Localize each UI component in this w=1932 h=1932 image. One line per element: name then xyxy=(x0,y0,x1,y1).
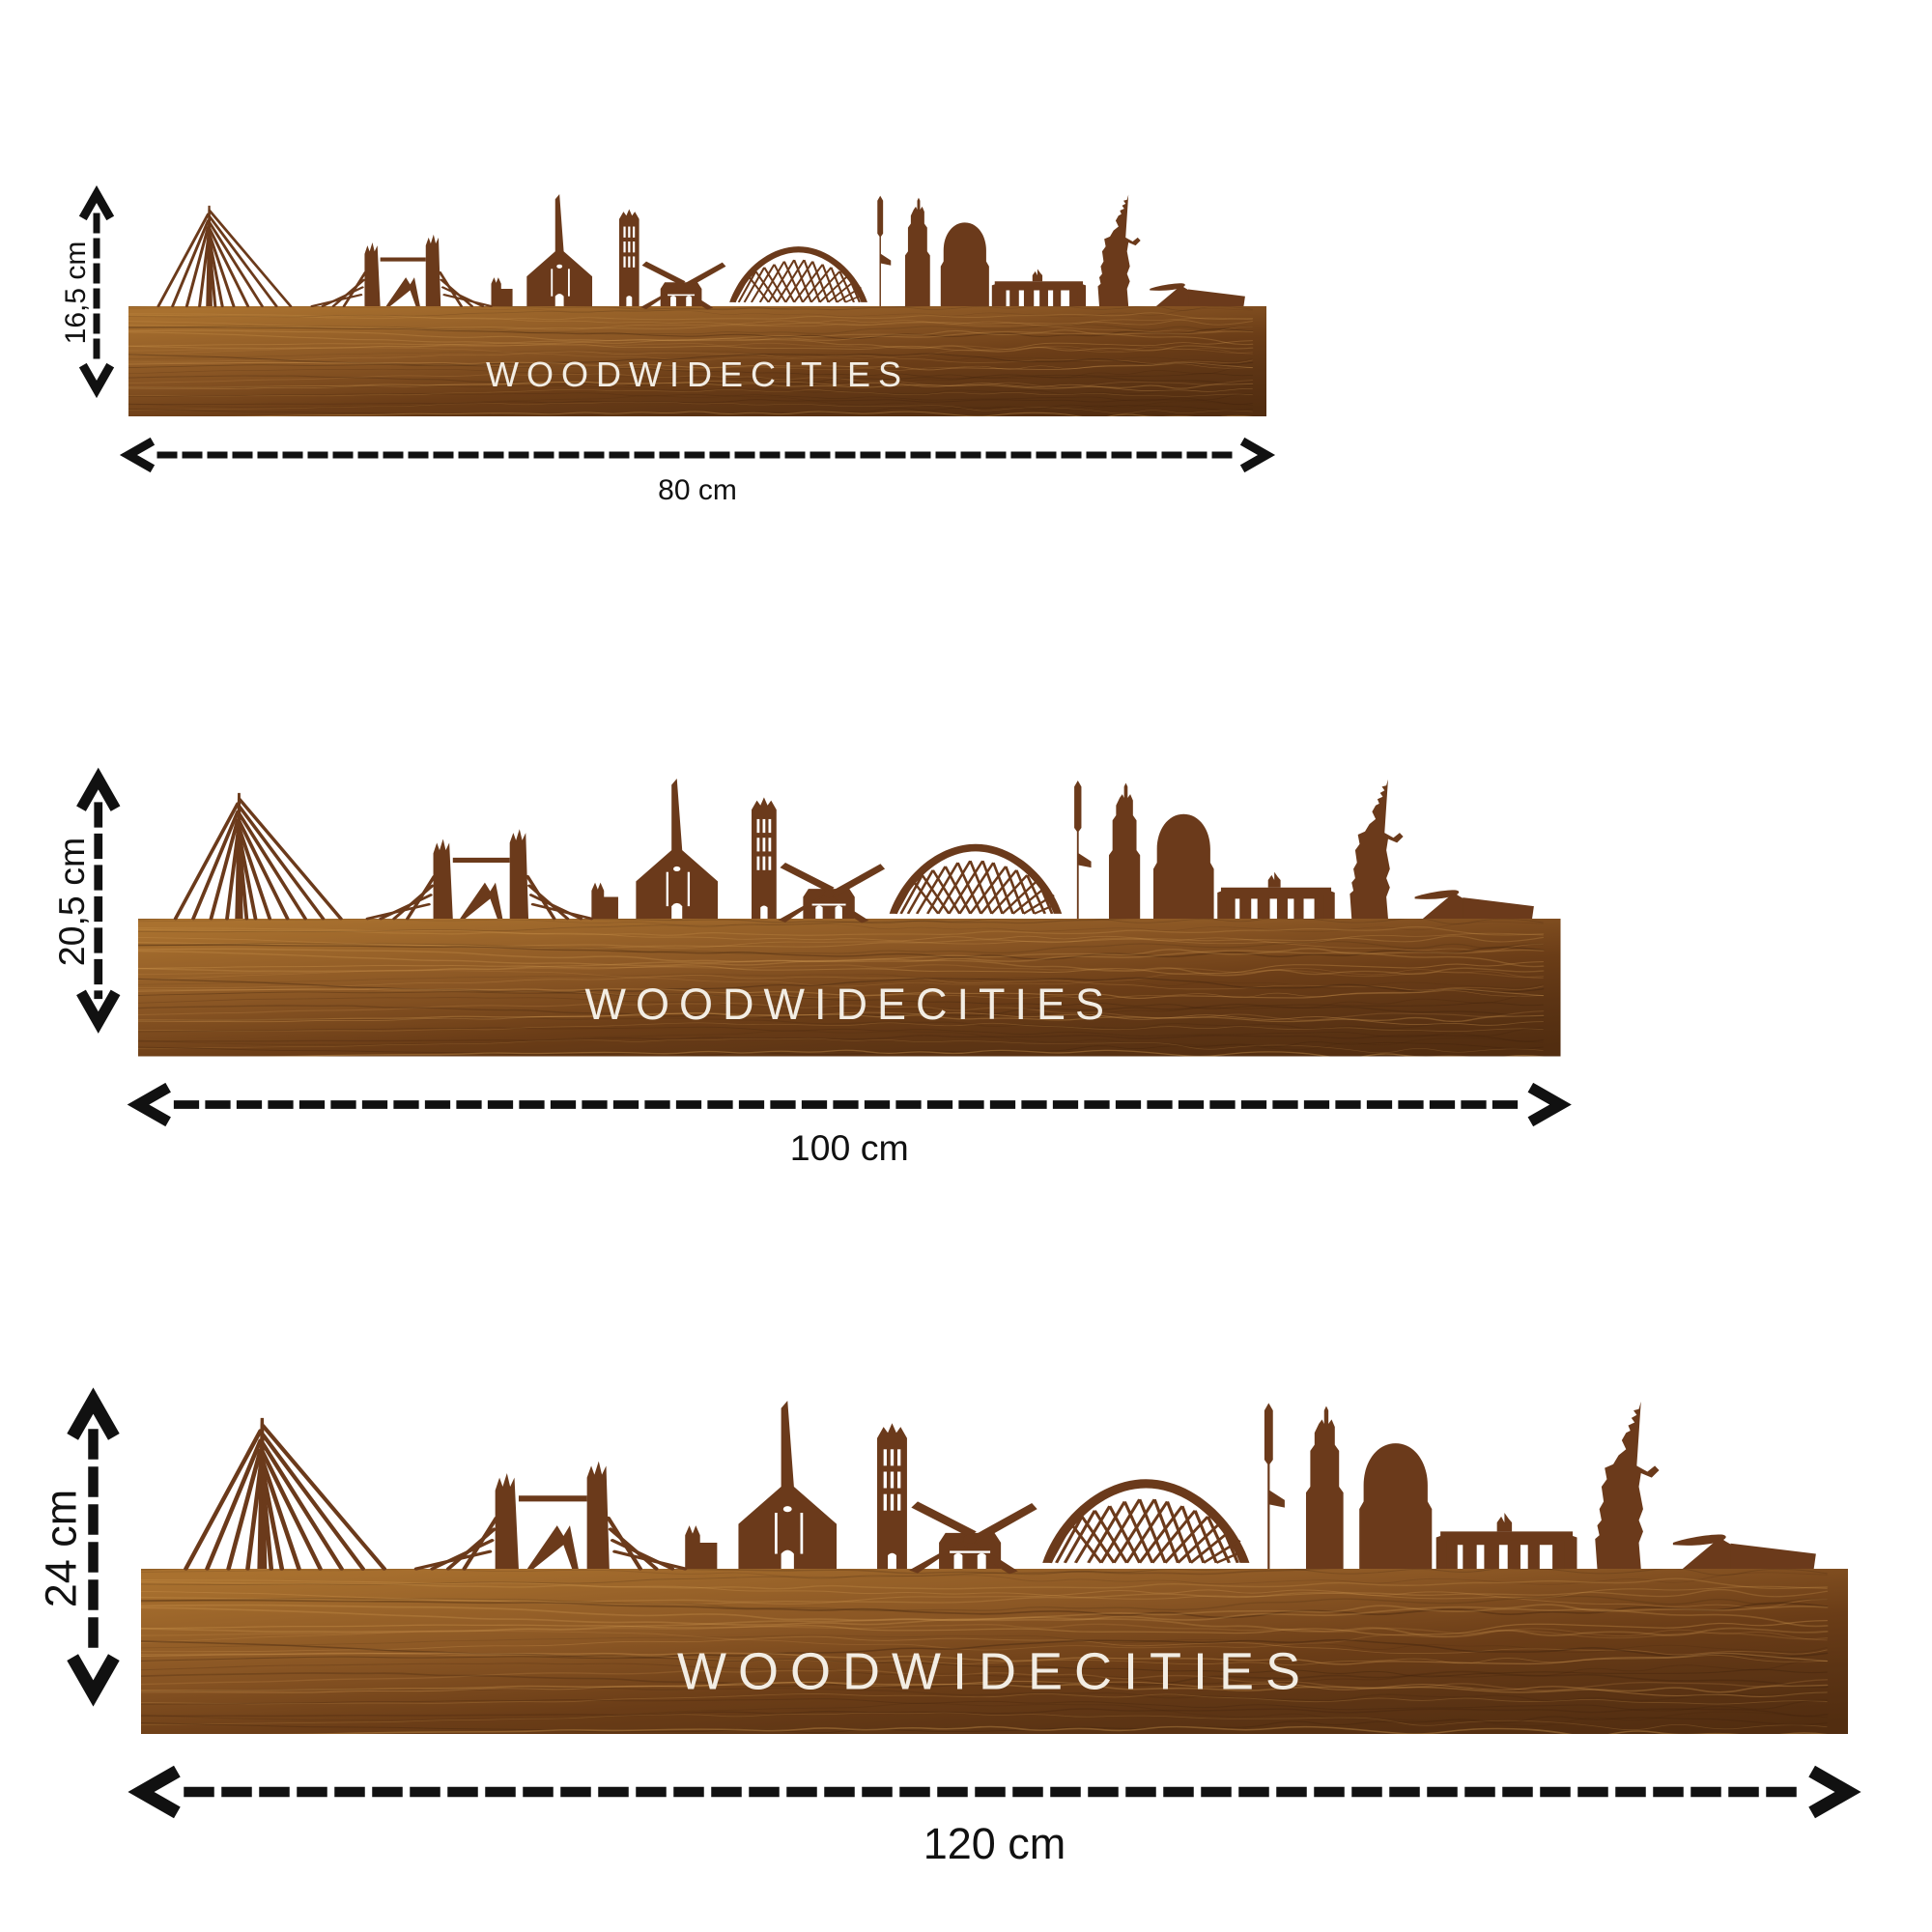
svg-text:100 cm: 100 cm xyxy=(790,1127,909,1168)
svg-text:120 cm: 120 cm xyxy=(923,1819,1066,1868)
svg-text:WOODWIDECITIES: WOODWIDECITIES xyxy=(585,980,1114,1029)
svg-text:24 cm: 24 cm xyxy=(36,1490,85,1608)
svg-text:20,5 cm: 20,5 cm xyxy=(51,838,92,966)
svg-text:16,5 cm: 16,5 cm xyxy=(60,242,92,345)
svg-text:80 cm: 80 cm xyxy=(658,474,737,506)
svg-text:WOODWIDECITIES: WOODWIDECITIES xyxy=(677,1643,1312,1701)
svg-text:WOODWIDECITIES: WOODWIDECITIES xyxy=(486,355,909,394)
